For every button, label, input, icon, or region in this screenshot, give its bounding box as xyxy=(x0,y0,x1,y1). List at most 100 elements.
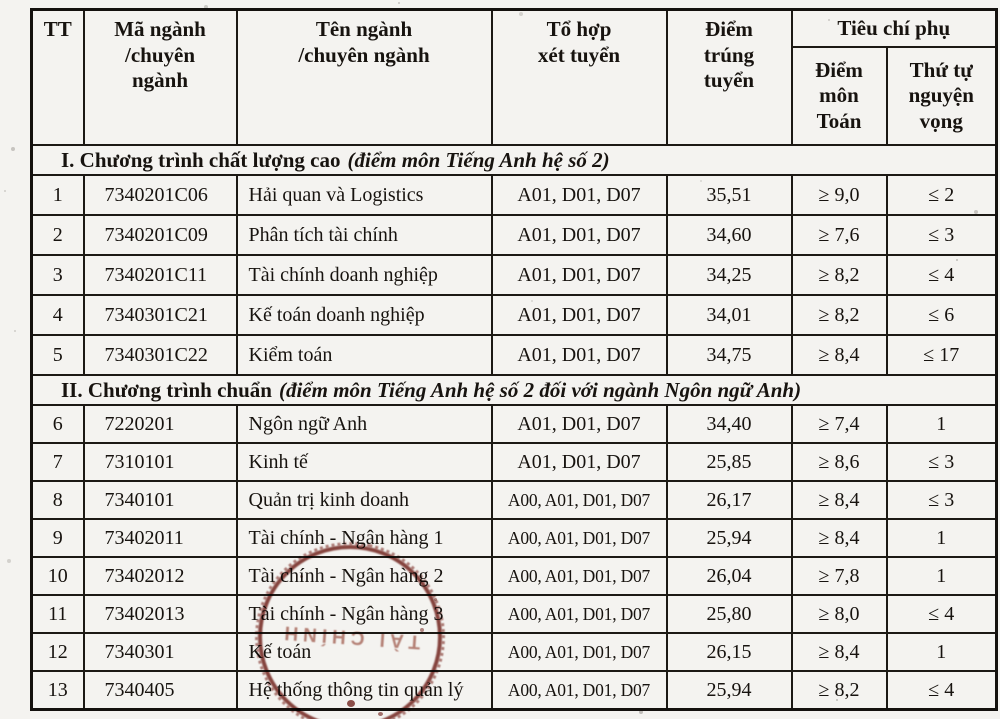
cell-math-min: ≥ 8,2 xyxy=(790,254,888,296)
cell-math-min: ≥ 9,0 xyxy=(790,174,888,216)
cell-tt: 5 xyxy=(30,334,85,376)
cell-score: 34,75 xyxy=(665,334,793,376)
table-row: 7 7310101 Kinh tế A01, D01, D07 25,85 ≥ 8,6 ≤ … xyxy=(30,442,998,482)
cell-tt: 2 xyxy=(30,214,85,256)
cell-tt: 8 xyxy=(30,480,85,520)
cell-tt: 4 xyxy=(30,294,85,336)
cell-name: Hải quan và Logistics xyxy=(235,174,493,216)
cell-combos: A00, A01, D01, D07 xyxy=(490,518,668,558)
paper-noise xyxy=(0,0,2,2)
cell-code: 73402011 xyxy=(82,518,238,558)
cell-priority: ≤ 17 xyxy=(885,334,998,376)
cell-priority: 1 xyxy=(885,404,998,444)
cell-score: 25,80 xyxy=(665,594,793,634)
cell-score: 34,25 xyxy=(665,254,793,296)
cell-tt: 1 xyxy=(30,174,85,216)
col-header-thu-tu-nguyen-vong: Thứ tự nguyện vọng xyxy=(885,46,998,146)
section-title: II. Chương trình chuẩn xyxy=(61,377,272,402)
cell-math-min: ≥ 8,0 xyxy=(790,594,888,634)
cell-code: 7340201C06 xyxy=(82,174,238,216)
cell-combos: A00, A01, D01, D07 xyxy=(490,670,668,711)
cell-tt: 12 xyxy=(30,632,85,672)
col-header-ma-nganh: Mã ngành /chuyên ngành xyxy=(82,8,238,146)
cell-name: Kinh tế xyxy=(235,442,493,482)
cell-priority: ≤ 2 xyxy=(885,174,998,216)
cell-math-min: ≥ 8,4 xyxy=(790,632,888,672)
cell-math-min: ≥ 8,2 xyxy=(790,670,888,711)
col-header-tt: TT xyxy=(30,8,85,146)
cell-combos: A01, D01, D07 xyxy=(490,214,668,256)
cell-priority: ≤ 4 xyxy=(885,670,998,711)
cell-combos: A01, D01, D07 xyxy=(490,254,668,296)
cell-tt: 11 xyxy=(30,594,85,634)
stamp-ink-dot xyxy=(300,575,303,578)
section-header-row: I. Chương trình chất lượng cao (điểm môn … xyxy=(30,144,998,176)
stamp-ink-dot xyxy=(347,700,355,707)
cell-priority: ≤ 3 xyxy=(885,442,998,482)
cell-tt: 10 xyxy=(30,556,85,596)
col-header-to-hop: Tổ hợp xét tuyển xyxy=(490,8,668,146)
col-header-diem-mon-toan: Điểm môn Toán xyxy=(790,46,888,146)
table-row: 6 7220201 Ngôn ngữ Anh A01, D01, D07 34,40 ≥ … xyxy=(30,404,998,444)
stamp-ink-dot xyxy=(434,598,437,601)
cell-tt: 9 xyxy=(30,518,85,558)
table-row: 11 73402013 Tài chính - Ngân hàng 3 A00, A0… xyxy=(30,594,998,634)
cell-name: Tài chính - Ngân hàng 3 xyxy=(235,594,493,634)
cell-name: Quản trị kinh doanh xyxy=(235,480,493,520)
cell-score: 26,15 xyxy=(665,632,793,672)
cell-combos: A00, A01, D01, D07 xyxy=(490,594,668,634)
table-row: 13 7340405 Hệ thống thông tin quản lý A00, … xyxy=(30,670,998,711)
cell-tt: 3 xyxy=(30,254,85,296)
cell-name: Tài chính - Ngân hàng 2 xyxy=(235,556,493,596)
stamp-ink-dot xyxy=(296,708,301,712)
table-row: 10 73402012 Tài chính - Ngân hàng 2 A00, A0… xyxy=(30,556,998,596)
cell-combos: A01, D01, D07 xyxy=(490,174,668,216)
cell-name: Tài chính doanh nghiệp xyxy=(235,254,493,296)
table-row: 3 7340201C11 Tài chính doanh nghiệp A01, D0… xyxy=(30,254,998,296)
table-row: 1 7340201C06 Hải quan và Logistics A01, D01… xyxy=(30,174,998,216)
table-row: 9 73402011 Tài chính - Ngân hàng 1 A00, A01… xyxy=(30,518,998,558)
cell-math-min: ≥ 8,4 xyxy=(790,334,888,376)
cell-tt: 6 xyxy=(30,404,85,444)
admission-scores-table: TT Mã ngành /chuyên ngành Tên ngành /chu… xyxy=(30,8,998,711)
col-header-diem-trung-tuyen: Điểm trúng tuyển xyxy=(665,8,793,146)
table-row: 8 7340101 Quản trị kinh doanh A00, A01, D01… xyxy=(30,480,998,520)
cell-name: Phân tích tài chính xyxy=(235,214,493,256)
cell-score: 25,85 xyxy=(665,442,793,482)
cell-code: 7340301C22 xyxy=(82,334,238,376)
cell-math-min: ≥ 7,4 xyxy=(790,404,888,444)
cell-combos: A00, A01, D01, D07 xyxy=(490,632,668,672)
cell-math-min: ≥ 7,8 xyxy=(790,556,888,596)
cell-score: 35,51 xyxy=(665,174,793,216)
cell-name: Kế toán xyxy=(235,632,493,672)
cell-score: 26,17 xyxy=(665,480,793,520)
section-title: I. Chương trình chất lượng cao xyxy=(61,147,341,172)
cell-code: 7340301C21 xyxy=(82,294,238,336)
cell-score: 34,60 xyxy=(665,214,793,256)
cell-priority: 1 xyxy=(885,632,998,672)
cell-code: 7340201C09 xyxy=(82,214,238,256)
cell-name: Ngôn ngữ Anh xyxy=(235,404,493,444)
table-row: 5 7340301C22 Kiểm toán A01, D01, D07 34,75 ≥ … xyxy=(30,334,998,376)
cell-priority: 1 xyxy=(885,518,998,558)
section-header-row: II. Chương trình chuẩn (điểm môn Tiếng An… xyxy=(30,374,998,406)
section-note: (điểm môn Tiếng Anh hệ số 2) xyxy=(347,147,610,172)
cell-score: 25,94 xyxy=(665,670,793,711)
cell-math-min: ≥ 8,6 xyxy=(790,442,888,482)
cell-combos: A01, D01, D07 xyxy=(490,294,668,336)
cell-code: 7340101 xyxy=(82,480,238,520)
cell-code: 7310101 xyxy=(82,442,238,482)
cell-combos: A01, D01, D07 xyxy=(490,404,668,444)
section-header-cell: I. Chương trình chất lượng cao (điểm môn … xyxy=(30,144,998,176)
cell-math-min: ≥ 8,2 xyxy=(790,294,888,336)
cell-code: 7340405 xyxy=(82,670,238,711)
cell-priority: 1 xyxy=(885,556,998,596)
cell-code: 7220201 xyxy=(82,404,238,444)
cell-math-min: ≥ 7,6 xyxy=(790,214,888,256)
cell-name: Hệ thống thông tin quản lý xyxy=(235,670,493,711)
cell-priority: ≤ 3 xyxy=(885,214,998,256)
cell-name: Tài chính - Ngân hàng 1 xyxy=(235,518,493,558)
col-header-ten-nganh: Tên ngành /chuyên ngành xyxy=(235,8,493,146)
cell-code: 7340201C11 xyxy=(82,254,238,296)
